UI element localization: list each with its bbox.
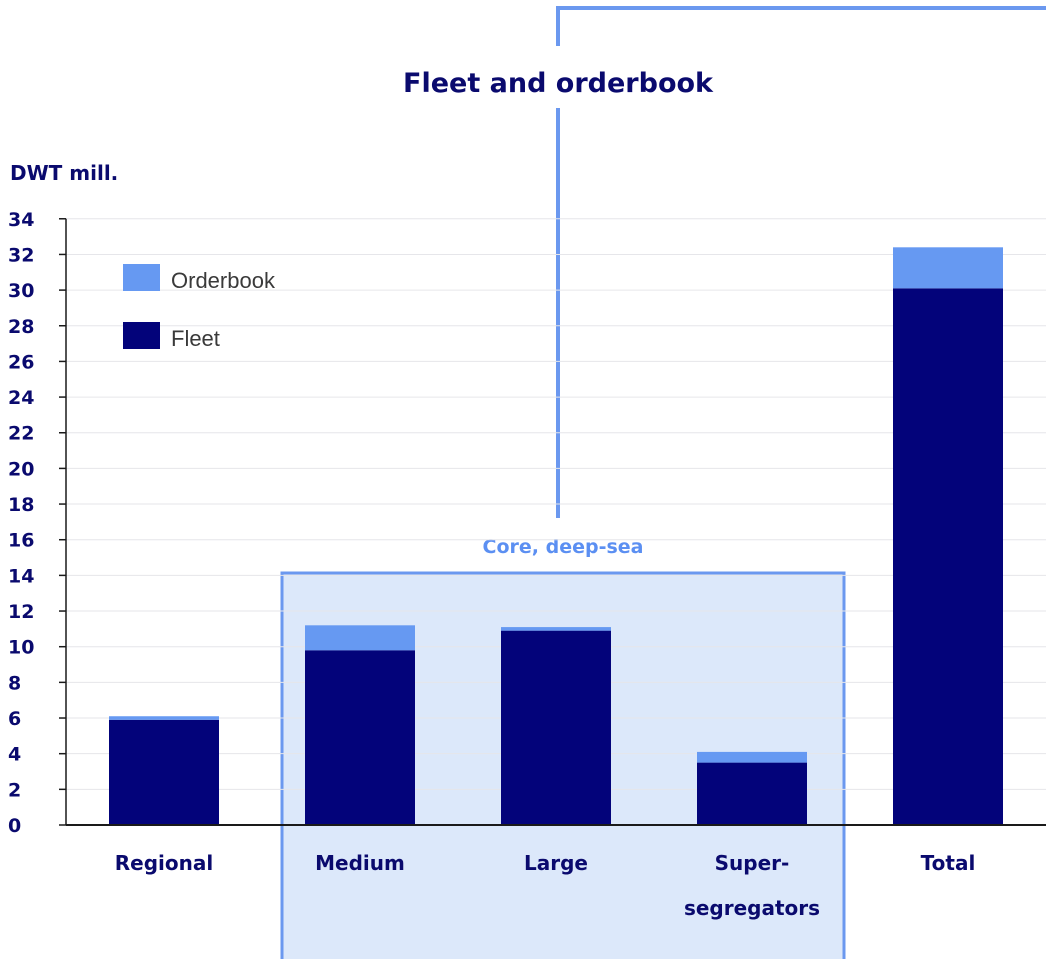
y-tick-label-20: 20 xyxy=(8,458,34,480)
y-tick-label-8: 8 xyxy=(8,672,21,694)
bar-fleet-super-segregators xyxy=(697,762,807,825)
y-tick-label-22: 22 xyxy=(8,423,34,445)
x-category-labels: Regional Medium Large Super-segregators Tota… xyxy=(115,851,976,920)
y-tick-label-14: 14 xyxy=(8,565,34,587)
x-category-label-medium: Medium xyxy=(315,851,405,875)
y-tick-label-34: 34 xyxy=(8,209,34,231)
y-tick-label-32: 32 xyxy=(8,244,34,266)
bar-fleet-medium xyxy=(305,650,415,825)
bar-fleet-regional xyxy=(109,719,219,825)
axes xyxy=(65,218,1046,826)
bar-orderbook-medium xyxy=(305,625,415,651)
bar-fleet-total xyxy=(893,288,1003,825)
y-tick-label-16: 16 xyxy=(8,530,34,552)
y-tick-label-12: 12 xyxy=(8,601,34,623)
y-axis-label: DWT mill. xyxy=(10,161,118,185)
x-category-label-large: Large xyxy=(524,851,588,875)
x-category-label-regional: Regional xyxy=(115,851,213,875)
y-tick-label-28: 28 xyxy=(8,316,34,338)
legend-label-orderbook: Orderbook xyxy=(171,268,276,293)
y-tick-label-18: 18 xyxy=(8,494,34,516)
legend-swatch-orderbook xyxy=(123,264,160,291)
y-tick-label-6: 6 xyxy=(8,708,21,730)
header-bracket-line xyxy=(556,6,1046,46)
y-tick-label-26: 26 xyxy=(8,351,34,373)
legend: Orderbook Fleet xyxy=(123,264,276,351)
y-tick-label-10: 10 xyxy=(8,637,34,659)
bar-orderbook-large xyxy=(501,627,611,631)
y-tick-label-4: 4 xyxy=(8,744,21,766)
y-tick-label-30: 30 xyxy=(8,280,34,302)
bar-orderbook-total xyxy=(893,247,1003,289)
bar-fleet-large xyxy=(501,630,611,825)
chart-title: Fleet and orderbook xyxy=(403,68,714,99)
core-deep-sea-label: Core, deep-sea xyxy=(483,536,644,558)
x-category-label-super-segregators-line1: Super- xyxy=(715,851,790,875)
legend-swatch-fleet xyxy=(123,322,160,349)
y-tick-label-2: 2 xyxy=(8,779,21,801)
bar-orderbook-super-segregators xyxy=(697,751,807,763)
bar-orderbook-regional xyxy=(109,716,219,720)
legend-label-fleet: Fleet xyxy=(171,326,220,351)
y-tick-label-0: 0 xyxy=(8,815,21,837)
x-category-label-super-segregators-line2: segregators xyxy=(684,896,820,920)
bars xyxy=(109,247,1003,825)
y-tick-label-24: 24 xyxy=(8,387,34,409)
x-category-label-total: Total xyxy=(921,851,976,875)
